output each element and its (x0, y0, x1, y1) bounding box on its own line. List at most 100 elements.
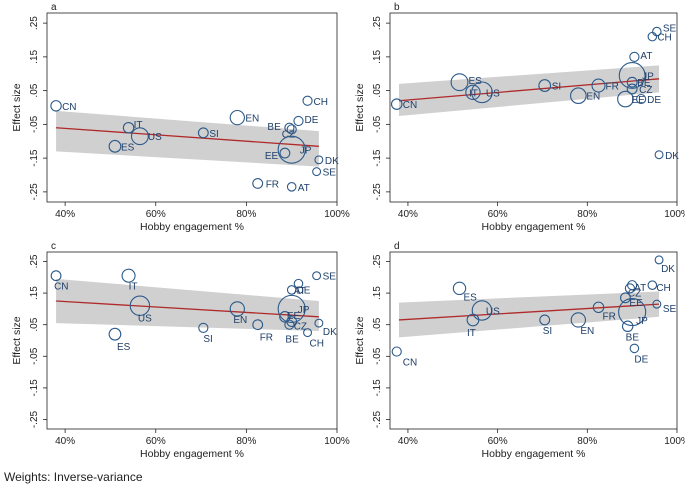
point-label-de: DE (634, 354, 648, 365)
point-label-us: US (486, 88, 500, 99)
y-tick-label: -.05 (372, 347, 383, 365)
panel-letter: c (51, 241, 56, 252)
panel-c: .25 .15 .05 -.05 -.15 -.25 40% 60% 80% 100% Hobby … (11, 241, 350, 460)
point-us (471, 81, 493, 104)
y-tick-label: .25 (29, 254, 40, 268)
y-tick-label: -.25 (372, 410, 383, 428)
x-tick-label: 60% (146, 209, 166, 220)
point-at (286, 285, 297, 295)
point-be (284, 122, 295, 133)
y-tick-label: -.25 (29, 183, 40, 201)
point-jp (277, 294, 306, 323)
point-label-it: IT (134, 120, 143, 131)
point-cn (50, 270, 62, 282)
x-tick-label: 60% (488, 209, 508, 220)
point-label-dk: DK (325, 156, 339, 167)
point-label-de: DE (296, 286, 310, 297)
point-se (312, 167, 322, 177)
y-tick-label: -.15 (372, 379, 383, 397)
point-label-fr: FR (266, 179, 279, 190)
confidence-band (398, 65, 660, 116)
point-label-ch: CH (314, 97, 328, 108)
point-label-fr: FR (260, 333, 273, 344)
point-label-be: BE (626, 332, 640, 343)
y-tick-label: .05 (29, 83, 40, 97)
point-ch (303, 328, 313, 338)
point-ch (647, 31, 658, 42)
y-tick-label: -.15 (29, 149, 40, 167)
point-label-us: US (148, 132, 162, 143)
point-label-at: AT (640, 51, 652, 62)
y-tick-label: .25 (29, 16, 40, 30)
confidence-band (56, 110, 319, 167)
y-tick-label: -.25 (372, 183, 383, 201)
confidence-band (398, 291, 660, 338)
point-label-jp: JP (300, 146, 312, 157)
point-cz (286, 124, 297, 135)
point-fr (591, 78, 606, 93)
y-tick-label: .15 (372, 286, 383, 300)
point-label-fr: FR (606, 82, 619, 93)
point-label-be: BE (285, 335, 299, 346)
point-label-en: EN (233, 315, 247, 326)
point-label-ch: CH (657, 33, 671, 44)
point-label-ch: CH (310, 339, 324, 350)
point-label-en: EN (586, 92, 600, 103)
point-label-si: SI (209, 129, 218, 140)
x-axis-title: Hobby engagement % (482, 221, 586, 233)
point-us (471, 300, 493, 321)
y-tick-label: -.15 (372, 149, 383, 167)
point-label-si: SI (552, 82, 561, 93)
confidence-band (56, 278, 319, 332)
y-tick-label: .15 (29, 49, 40, 63)
point-label-ee: EE (631, 95, 645, 106)
point-jp (618, 297, 647, 327)
point-label-dk: DK (323, 327, 337, 338)
point-at (627, 280, 638, 291)
point-label-cn: CN (403, 358, 417, 369)
y-tick-label: -.15 (29, 379, 40, 397)
point-label-si: SI (543, 326, 552, 337)
point-label-se: SE (663, 304, 677, 315)
point-us (129, 295, 151, 316)
point-jp (277, 135, 306, 164)
x-tick-label: 40% (398, 209, 418, 220)
point-de (293, 115, 304, 127)
x-tick-label: 40% (55, 436, 75, 447)
y-tick-label: -.25 (29, 410, 40, 428)
point-dk (314, 318, 324, 328)
point-cn (390, 98, 403, 110)
point-fr (592, 301, 605, 314)
point-it (465, 84, 481, 100)
x-tick-label: 100% (664, 436, 685, 447)
point-dk (314, 155, 324, 165)
point-label-jp: JP (298, 305, 310, 316)
point-label-es: ES (469, 76, 483, 87)
point-cz (286, 316, 298, 327)
y-axis-title: Effect size (354, 83, 366, 131)
point-ee (617, 90, 634, 108)
point-de (636, 93, 647, 105)
point-si (539, 314, 551, 326)
point-label-jp: JP (636, 316, 648, 327)
point-label-it: IT (469, 88, 478, 99)
point-fr (252, 178, 264, 189)
point-en (570, 312, 587, 328)
point-fr (252, 319, 264, 331)
point-label-dk: DK (661, 264, 675, 275)
y-tick-label: .15 (29, 286, 40, 300)
point-label-at: AT (298, 183, 310, 194)
x-tick-label: 80% (577, 436, 597, 447)
point-be (626, 76, 638, 88)
y-tick-label: -.05 (29, 347, 40, 365)
panel-letter: b (394, 2, 400, 13)
point-label-ee: EE (265, 151, 279, 162)
point-de (293, 278, 304, 289)
point-label-de: DE (647, 95, 661, 106)
point-label-cz: CZ (282, 129, 295, 140)
point-label-se: SE (323, 272, 337, 283)
point-label-ee: EE (287, 311, 301, 322)
panel-d: .25 .15 .05 -.05 -.15 -.25 40% 60% 80% 100% Hobby … (354, 241, 685, 460)
point-de (629, 343, 640, 354)
point-label-cz: CZ (294, 322, 307, 333)
